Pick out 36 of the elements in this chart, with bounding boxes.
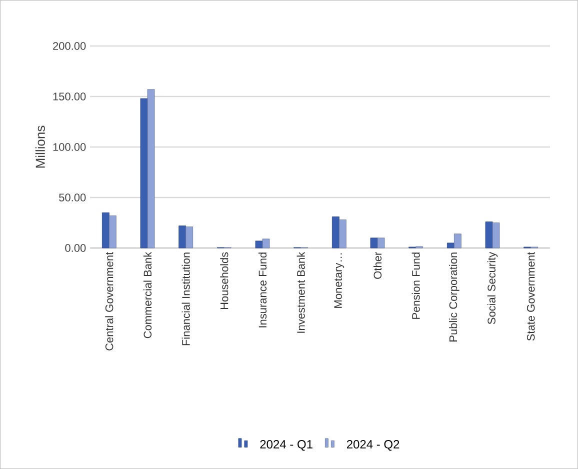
x-tick-label: Public Corporation: [449, 252, 460, 342]
x-tick-label: Financial Institution: [182, 252, 190, 346]
bar: [492, 222, 500, 248]
x-tick-label: Investment Bank: [296, 252, 305, 333]
bar: [338, 220, 346, 248]
x-tick-label: Pension Fund: [412, 252, 420, 319]
bar: [377, 238, 385, 248]
bar: [370, 238, 378, 248]
x-tick-label: Households: [220, 252, 228, 310]
bar: [255, 240, 263, 248]
bar: [186, 226, 194, 248]
bar: [485, 222, 493, 248]
legend-label: 2024 - Q2: [346, 440, 400, 451]
bar: [454, 234, 462, 248]
x-tick-label: Commercial Bank: [143, 252, 152, 338]
x-tick-label: State Government: [526, 252, 535, 341]
x-tick-label: Other: [373, 252, 382, 279]
x-tick-label: Monetary…: [334, 253, 344, 308]
y-tick-label: 200.00: [53, 42, 86, 50]
y-tick-label: 50.00: [59, 194, 86, 202]
bar: [140, 98, 148, 248]
y-tick-label: 150.00: [53, 92, 86, 100]
legend-label: 2024 - Q1: [260, 440, 312, 451]
y-axis-title: Millions: [35, 126, 45, 168]
bar: [178, 226, 186, 248]
bar: [262, 238, 270, 248]
y-tick-label: 0.00: [65, 244, 86, 252]
x-tick-label: Central Government: [105, 252, 114, 350]
y-tick-label: 100.00: [53, 143, 86, 151]
bar: [332, 216, 340, 248]
bar: [147, 89, 155, 248]
bar: [102, 212, 110, 248]
x-tick-label: Insurance Fund: [258, 252, 267, 328]
bar: [108, 215, 116, 248]
x-tick-label: Social Security: [487, 252, 498, 324]
bar: [446, 242, 454, 248]
